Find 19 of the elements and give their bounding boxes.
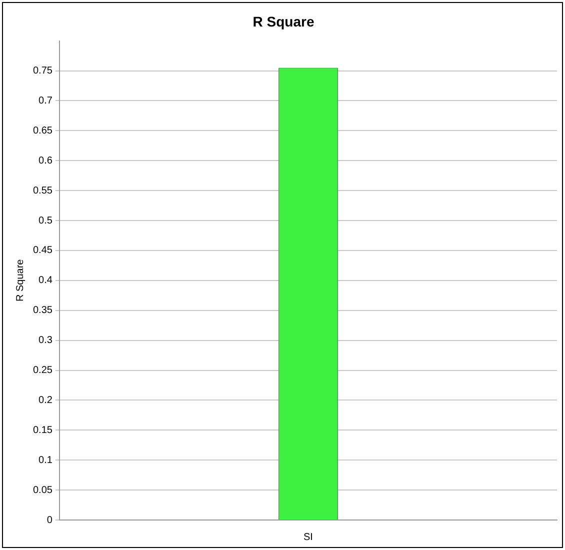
y-tick-label: 0.6 bbox=[38, 155, 53, 166]
y-tick-label: 0.25 bbox=[32, 365, 53, 376]
x-tick-label: SI bbox=[304, 532, 313, 543]
y-tick-label: 0.05 bbox=[32, 484, 53, 496]
y-tick-label: 0.2 bbox=[38, 394, 53, 406]
y-tick-label: 0.55 bbox=[32, 185, 53, 196]
y-axis-title: R Square bbox=[14, 258, 26, 302]
y-tick-label: 0.15 bbox=[32, 424, 53, 436]
y-tick-label: 0.45 bbox=[32, 245, 53, 256]
y-tick-label: 0.7 bbox=[38, 95, 53, 106]
y-tick-label: 0.1 bbox=[38, 454, 53, 466]
y-tick-label: 0.4 bbox=[38, 275, 53, 286]
y-tick-label: 0.5 bbox=[38, 215, 53, 226]
y-tick-label: 0.3 bbox=[38, 335, 53, 346]
y-tick-label: 0.75 bbox=[32, 66, 53, 76]
y-tick-label: 0.35 bbox=[32, 305, 53, 316]
y-tick-label: 0.65 bbox=[32, 125, 53, 136]
chart-title: R Square bbox=[252, 13, 314, 30]
y-tick-label: 0 bbox=[46, 514, 53, 526]
